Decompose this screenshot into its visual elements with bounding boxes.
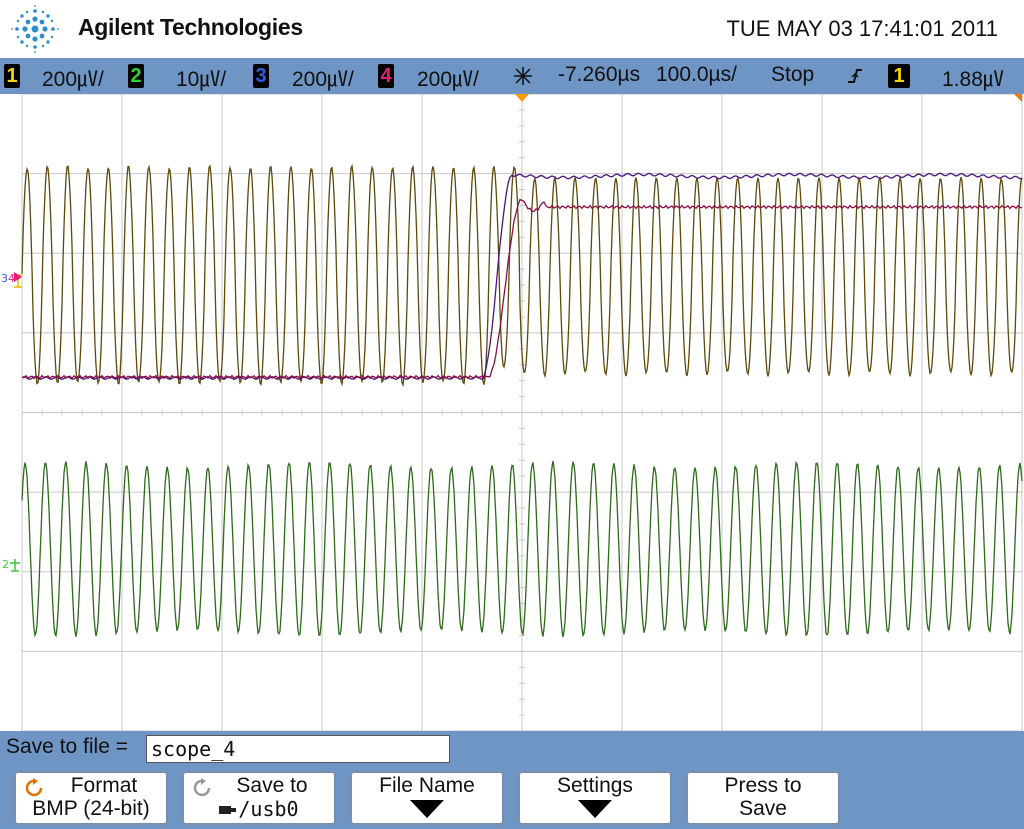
status-bar: 1 200㎶/ 2 10㎶/ 3 200㎶/ 4 200㎶/ -7.260µs … (0, 58, 1024, 94)
press-to-save-line1: Press to (724, 774, 802, 797)
ch2-ground-marker: 2 (2, 558, 20, 572)
ch1-scale: 200㎶/ (42, 68, 104, 91)
run-state: Stop (771, 63, 815, 86)
cycle-icon (25, 778, 43, 797)
waveform-plot: 3 4 2 (1, 94, 1023, 731)
trigger-position-marker (515, 94, 529, 102)
save-to-softkey[interactable]: Save to /usb0 (182, 771, 336, 825)
ch2-scale: 10㎶/ (176, 68, 227, 91)
agilent-logo-icon (11, 5, 59, 53)
ch1-waveform (21, 163, 1023, 388)
press-to-save-softkey[interactable]: Press to Save (686, 771, 840, 825)
ch4-waveform (21, 198, 1023, 380)
cycle-icon (193, 778, 211, 797)
format-softkey[interactable]: Format BMP (24-bit) (14, 771, 168, 825)
format-softkey-line2: BMP (24-bit) (32, 797, 150, 820)
ch1-badge[interactable]: 1 (4, 64, 20, 88)
save-panel: Save to file = scope_4 Format BMP (24-bi… (0, 731, 1024, 829)
ch4-ground-arrow (14, 272, 22, 282)
datetime: TUE MAY 03 17:41:01 2011 (726, 16, 998, 41)
right-edge-markers (1014, 94, 1022, 102)
svg-text:2: 2 (2, 558, 9, 571)
file-name-softkey-label: File Name (379, 774, 475, 797)
delay-value: -7.260µs (558, 63, 641, 86)
ch4-badge[interactable]: 4 (378, 64, 394, 88)
ch3-badge[interactable]: 3 (253, 64, 269, 88)
press-to-save-line2: Save (739, 797, 787, 820)
trigger-source-badge: 1 (888, 64, 910, 88)
ch3-waveform (21, 172, 1023, 381)
ch3-scale: 200㎶/ (292, 68, 354, 91)
ch4-scale: 200㎶/ (417, 68, 479, 91)
title-bar: Agilent Technologies TUE MAY 03 17:41:01… (0, 0, 1024, 58)
format-softkey-line1: Format (70, 774, 138, 797)
file-name-softkey[interactable]: File Name (350, 771, 504, 825)
brand-name: Agilent Technologies (78, 14, 303, 40)
ch2-waveform (21, 460, 1023, 638)
down-arrow-icon (410, 800, 444, 818)
timebase-value: 100.0µs/ (656, 63, 737, 86)
down-arrow-icon (578, 800, 612, 818)
settings-softkey[interactable]: Settings (518, 771, 672, 825)
ch3-ground-label: 3 (1, 272, 8, 285)
filename-field[interactable]: scope_4 (146, 735, 450, 763)
save-to-softkey-line1: Save to (236, 774, 308, 797)
delay-icon (514, 67, 532, 85)
save-to-softkey-line2: /usb0 (184, 797, 334, 822)
usb-drive-icon (219, 806, 237, 815)
rising-edge-icon (848, 69, 862, 83)
settings-softkey-label: Settings (557, 774, 633, 797)
save-to-file-label: Save to file = (6, 735, 128, 758)
ch2-badge[interactable]: 2 (128, 64, 144, 88)
ch4-ground-label: 4 (8, 272, 15, 285)
trigger-level: 1.88㎶ (942, 68, 1004, 91)
